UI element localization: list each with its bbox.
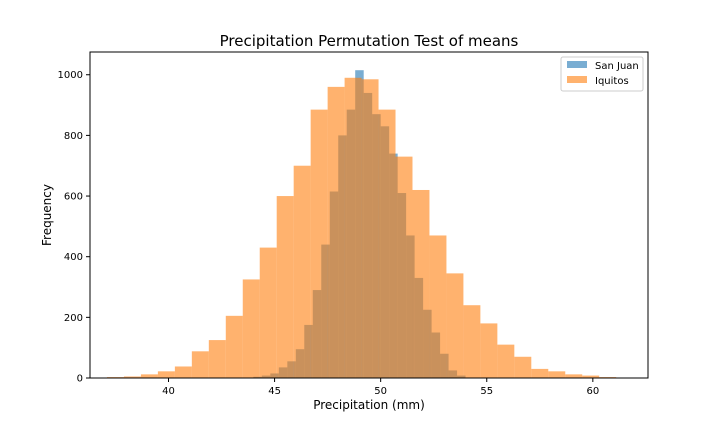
- bar-iquitos-1: [123, 376, 141, 378]
- bar-iquitos-25: [531, 368, 549, 378]
- bar-iquitos-15: [361, 79, 379, 378]
- bar-iquitos-26: [548, 371, 566, 378]
- legend-swatch-iquitos: [567, 76, 587, 83]
- legend-label-iquitos: Iquitos: [595, 76, 629, 87]
- plot-frame: [89, 51, 649, 379]
- bar-iquitos-5: [191, 351, 209, 378]
- bar-iquitos-16: [378, 109, 396, 379]
- bar-iquitos-3: [157, 371, 175, 378]
- x-axis-ticks: 40 45 50 55 60: [162, 378, 599, 397]
- bar-iquitos-19: [429, 235, 447, 378]
- bar-iquitos-20: [446, 273, 464, 378]
- y-axis-label: Frequency: [40, 184, 54, 246]
- bar-iquitos-24: [514, 356, 532, 378]
- x-axis-label: Precipitation (mm): [313, 398, 425, 412]
- bar-iquitos-12: [310, 109, 328, 379]
- legend-swatch-san-juan: [567, 61, 587, 68]
- bar-iquitos-28: [582, 375, 600, 378]
- bar-iquitos-22: [480, 323, 498, 378]
- bar-iquitos-13: [327, 86, 345, 379]
- y-tick-label: 400: [64, 252, 83, 263]
- bar-iquitos-11: [293, 165, 311, 378]
- bar-iquitos-7: [225, 315, 243, 378]
- y-tick-label: 600: [64, 192, 83, 203]
- bar-iquitos-18: [412, 189, 430, 378]
- x-tick-label: 45: [268, 386, 281, 397]
- bar-iquitos-8: [242, 279, 260, 378]
- x-tick-label: 60: [586, 386, 599, 397]
- histogram-bars: [106, 70, 617, 379]
- bar-iquitos-17: [395, 156, 413, 378]
- y-tick-label: 200: [64, 313, 83, 324]
- bar-iquitos-14: [344, 77, 362, 378]
- chart-title: Precipitation Permutation Test of means: [220, 32, 519, 50]
- x-tick-label: 40: [162, 386, 175, 397]
- bar-iquitos-27: [565, 374, 583, 378]
- bar-iquitos-21: [463, 305, 481, 378]
- bar-iquitos-9: [259, 247, 277, 378]
- x-tick-label: 50: [374, 386, 387, 397]
- y-tick-label: 800: [64, 131, 83, 142]
- bar-iquitos-4: [174, 366, 192, 378]
- bar-iquitos-2: [140, 374, 158, 378]
- bar-iquitos-6: [208, 340, 226, 378]
- bar-iquitos-10: [276, 196, 294, 378]
- x-tick-label: 55: [480, 386, 493, 397]
- legend-label-san-juan: San Juan: [595, 61, 639, 72]
- legend: San Juan Iquitos: [560, 56, 644, 92]
- bar-iquitos-23: [497, 344, 515, 378]
- y-tick-label: 0: [77, 374, 83, 385]
- y-axis-ticks: 0 200 400 600 800 1000: [58, 70, 90, 385]
- y-tick-label: 1000: [58, 70, 83, 81]
